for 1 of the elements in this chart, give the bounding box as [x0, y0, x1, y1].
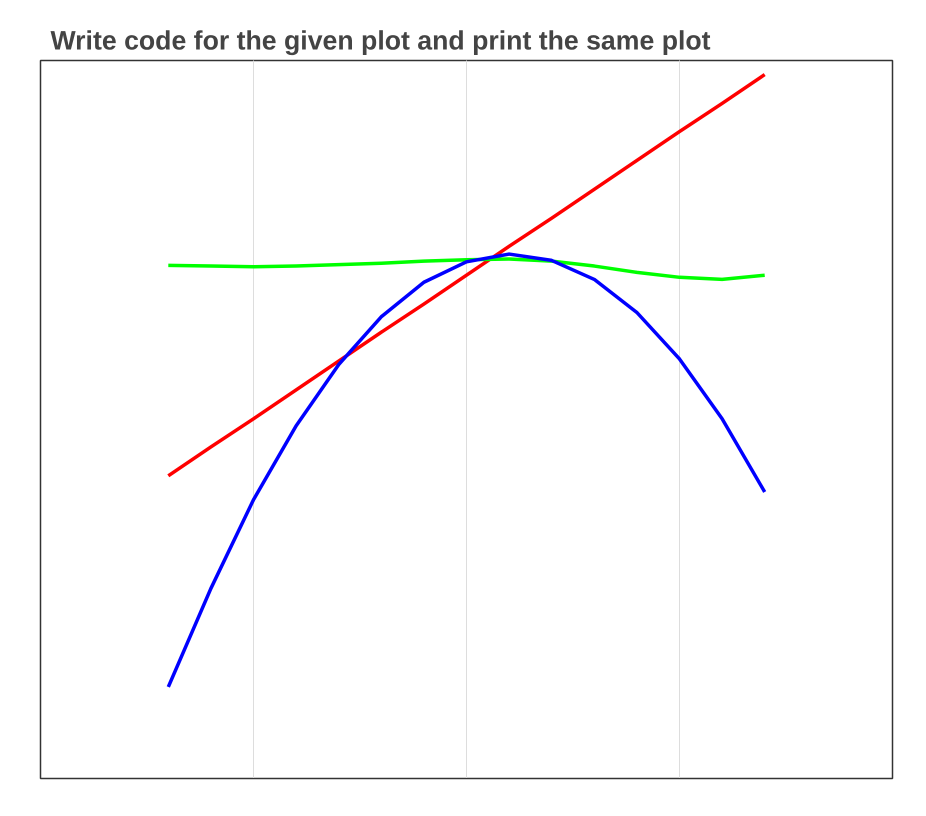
chart-title: Write code for the given plot and print the same plot — [50, 26, 711, 56]
